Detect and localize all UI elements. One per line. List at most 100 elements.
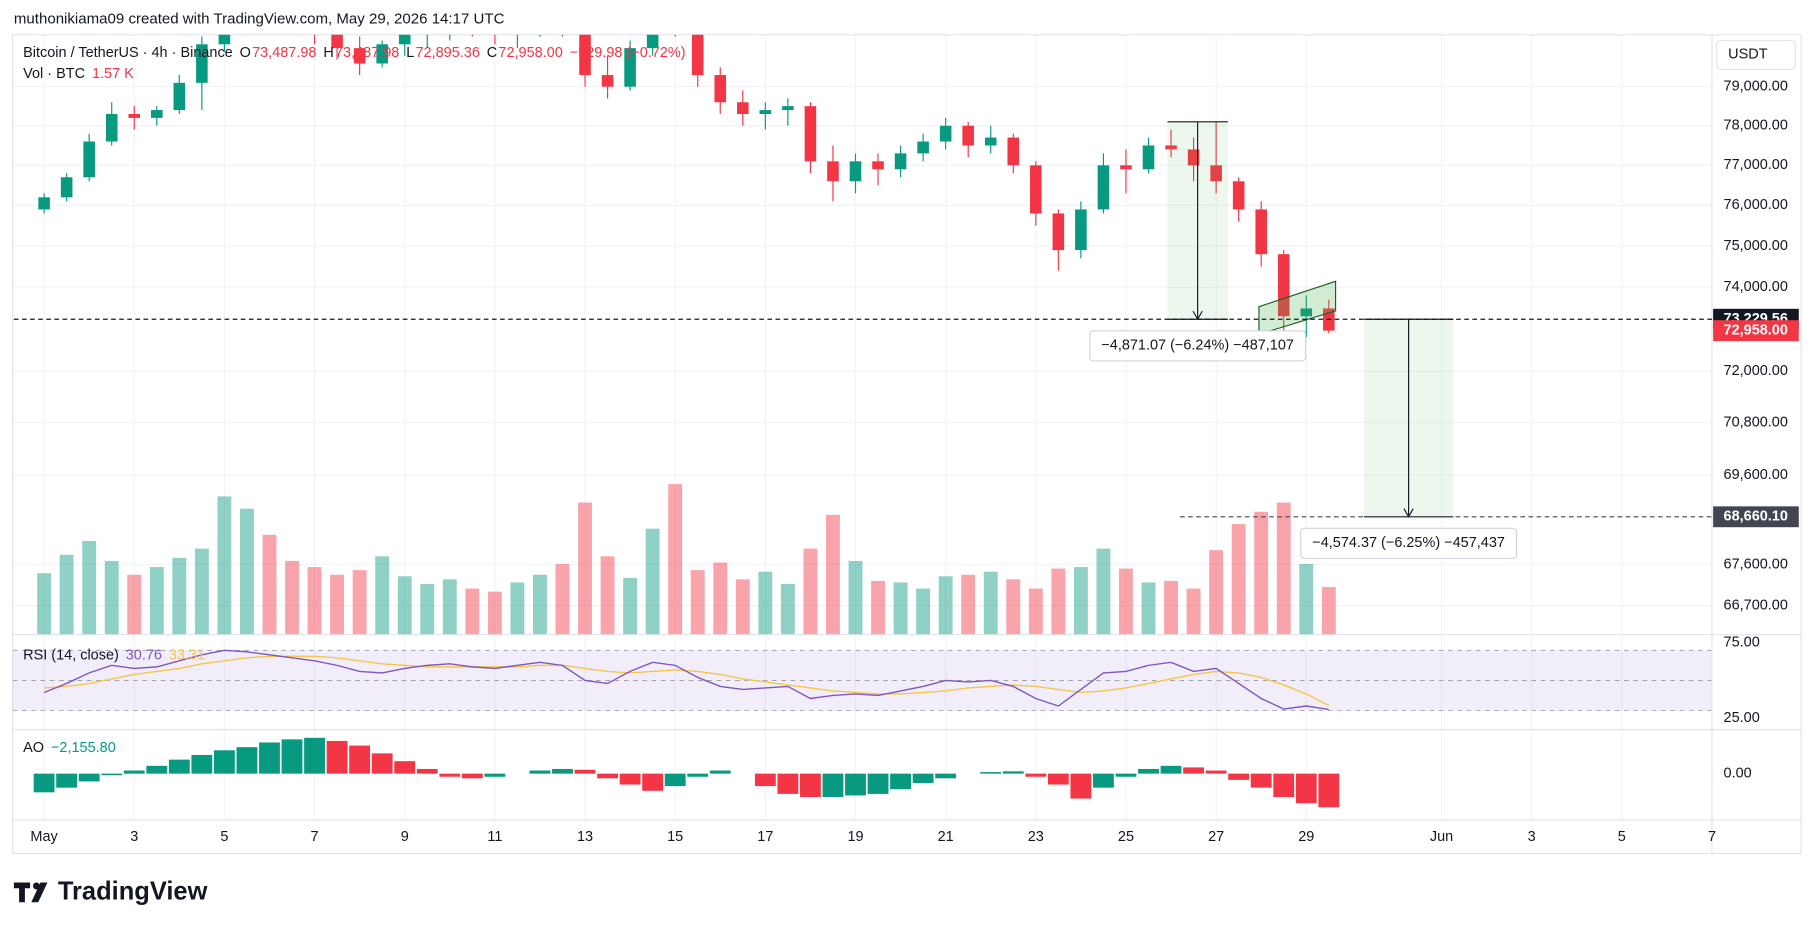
- ao-bar: [754, 773, 776, 787]
- logo-icon: [13, 882, 31, 903]
- measure-label-box: [1300, 527, 1518, 560]
- x-tick-label: 5: [220, 829, 228, 845]
- ao-bar: [213, 750, 235, 774]
- volume-bar: [690, 570, 705, 635]
- candle-body: [353, 48, 366, 64]
- candle-body: [534, 14, 546, 25]
- candle-body: [1165, 145, 1177, 150]
- rsi-value: 30.76: [126, 647, 162, 663]
- candle-body: [1097, 165, 1110, 210]
- ao-bar: [1183, 767, 1205, 774]
- volume-bar: [645, 528, 660, 635]
- ao-bar: [574, 769, 596, 774]
- candle-body: [398, 34, 411, 45]
- ao-bar: [935, 773, 957, 779]
- measure-label: −4,871.07 (−6.24%) −487,107: [1101, 338, 1294, 354]
- ao-bar: [484, 773, 506, 777]
- volume-bar: [1231, 524, 1246, 635]
- ao-bar: [281, 739, 303, 774]
- candle-body: [105, 113, 118, 142]
- candle-body: [1142, 145, 1155, 170]
- y-tick-label: 66,700.00: [1724, 597, 1788, 613]
- rsi-tick-label: 75.00: [1724, 635, 1760, 651]
- rsi-tick-label: 25.00: [1724, 710, 1760, 726]
- ao-bar: [1250, 773, 1272, 788]
- volume-bar: [194, 548, 209, 635]
- candle-body: [196, 44, 208, 83]
- volume-bar: [1164, 580, 1178, 635]
- volume-bar: [555, 563, 570, 635]
- price-tag: [1713, 320, 1799, 342]
- legend-value: 72,958.00: [498, 45, 562, 61]
- x-tick-label: 11: [487, 829, 502, 845]
- ao-bar: [912, 773, 934, 783]
- y-tick-label: 67,600.00: [1724, 556, 1788, 572]
- volume-bar: [1073, 567, 1088, 635]
- measure-label-box: [1089, 330, 1307, 362]
- candle-body: [151, 110, 163, 118]
- ao-bar: [56, 773, 78, 788]
- volume-bar: [848, 560, 863, 635]
- measure-label: −4,574.37 (−6.25%) −457,437: [1312, 535, 1505, 551]
- ao-bar: [1318, 773, 1340, 808]
- y-tick-label: 69,600.00: [1724, 467, 1788, 483]
- chart-frame: [12, 34, 1802, 855]
- candle-body: [962, 125, 974, 146]
- candle-body: [218, 34, 231, 45]
- candle-body: [512, 25, 524, 33]
- candle-body: [669, 21, 681, 29]
- volume-bar: [1209, 550, 1224, 635]
- x-tick-label: 27: [1208, 829, 1224, 845]
- volume-bar: [172, 557, 187, 635]
- candle-body: [1255, 209, 1267, 255]
- ao-bar: [777, 773, 799, 794]
- ao-bar: [597, 773, 618, 779]
- volume-bar: [600, 556, 615, 635]
- volume-bar: [465, 588, 480, 635]
- ao-bar: [33, 773, 55, 793]
- ao-bar: [1228, 773, 1250, 780]
- ao-bar: [461, 773, 483, 779]
- candle-body: [759, 110, 772, 114]
- ao-bar: [101, 773, 123, 776]
- volume-bar: [330, 574, 345, 635]
- candle-body: [872, 161, 884, 170]
- rsi-title: RSI (14, close): [23, 647, 119, 663]
- x-tick-label: 21: [938, 829, 954, 845]
- overlay: May 3 5 7 9 11 13 15 17 19 21 23 25 27 29 Jun 3 5 7 79,000.…: [13, 45, 1799, 845]
- candle-body: [984, 137, 997, 146]
- ao-bar: [349, 745, 371, 774]
- x-tick-label: May: [30, 829, 58, 845]
- volume-bar: [578, 502, 592, 635]
- volume-bar: [1119, 568, 1133, 635]
- ao-bar: [1047, 773, 1069, 785]
- ao-bar: [394, 761, 416, 774]
- ao-bar: [980, 772, 1002, 774]
- candle-body: [264, 2, 276, 10]
- candle-body: [1007, 137, 1020, 166]
- ao-bar: [1115, 773, 1137, 777]
- candle-body: [737, 102, 749, 114]
- volume-bar: [1276, 502, 1291, 635]
- volume-bar: [668, 484, 683, 635]
- candle-body: [1030, 165, 1042, 214]
- candle-body: [894, 153, 907, 170]
- ao-bar: [867, 773, 889, 794]
- currency[interactable]: USDT: [1728, 46, 1768, 62]
- currency-button[interactable]: [1716, 39, 1796, 71]
- ao-bar: [642, 773, 664, 791]
- candle-body: [804, 106, 817, 162]
- x-tick-label: 3: [130, 829, 138, 845]
- volume-bar: [1321, 587, 1336, 635]
- volume-bar: [127, 574, 142, 635]
- candle-body: [83, 141, 95, 178]
- candle-body: [601, 75, 614, 87]
- candle-body: [1232, 181, 1245, 210]
- y-tick-label: 78,000.00: [1724, 118, 1788, 134]
- candle-body: [173, 82, 186, 111]
- candle-body: [624, 48, 636, 87]
- volume-bar: [352, 570, 367, 635]
- candle-body: [939, 125, 952, 142]
- ao-bar: [1205, 770, 1227, 774]
